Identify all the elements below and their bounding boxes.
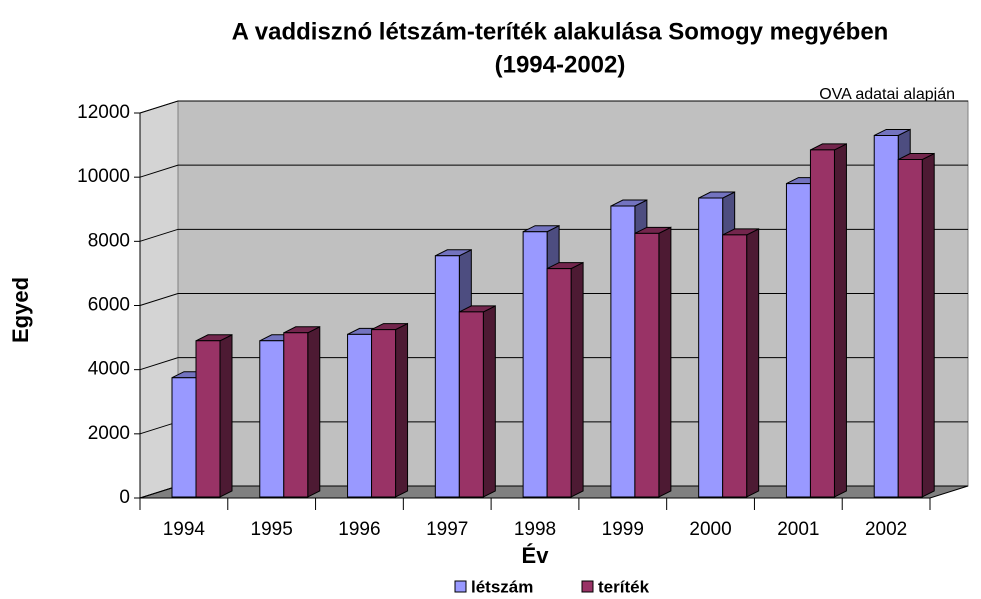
bar bbox=[283, 325, 321, 498]
bar bbox=[722, 228, 760, 498]
bar bbox=[546, 261, 584, 498]
legend-label: létszám bbox=[471, 577, 533, 596]
x-tick-label: 1995 bbox=[251, 519, 293, 540]
bar-front bbox=[897, 159, 923, 498]
bar-front bbox=[347, 333, 373, 498]
x-tick-label: 1999 bbox=[602, 519, 644, 540]
x-axis-label: Év bbox=[522, 543, 550, 568]
bar-front bbox=[434, 255, 460, 498]
bar-front bbox=[522, 231, 548, 498]
bar-front bbox=[634, 232, 660, 498]
bar bbox=[458, 305, 496, 498]
bar-front bbox=[371, 329, 397, 498]
bar-side bbox=[833, 143, 847, 498]
y-axis-label: Egyed bbox=[8, 277, 33, 343]
legend-swatch bbox=[454, 580, 467, 593]
bar-side bbox=[658, 226, 672, 498]
y-tick-label: 2000 bbox=[88, 423, 130, 444]
subtitle: OVA adatai alapján bbox=[819, 86, 955, 103]
bar bbox=[634, 226, 672, 498]
bar bbox=[897, 152, 935, 498]
bar-front bbox=[546, 268, 572, 498]
bar-front bbox=[259, 340, 285, 498]
x-tick-label: 1997 bbox=[426, 519, 468, 540]
bar-side bbox=[746, 228, 760, 498]
bar-side bbox=[570, 261, 584, 498]
x-tick-label: 1994 bbox=[163, 519, 206, 540]
bar-side bbox=[921, 152, 935, 498]
x-tick-label: 1998 bbox=[514, 519, 556, 540]
bar-front bbox=[458, 311, 484, 498]
y-tick-label: 8000 bbox=[88, 230, 130, 251]
bar-side bbox=[219, 333, 233, 498]
bar-front bbox=[195, 340, 221, 498]
chart-title: A vaddisznó létszám-teríték alakulása So… bbox=[232, 18, 889, 45]
bar-front bbox=[873, 134, 899, 498]
bar-front bbox=[698, 197, 724, 498]
x-tick-label: 1996 bbox=[338, 519, 380, 540]
x-tick-label: 2002 bbox=[865, 519, 907, 540]
legend-swatch bbox=[581, 580, 594, 593]
bar-front bbox=[171, 377, 197, 498]
bar-front bbox=[809, 149, 835, 498]
bar-side bbox=[482, 305, 496, 498]
y-tick-label: 12000 bbox=[77, 102, 130, 123]
y-tick-label: 6000 bbox=[88, 295, 130, 316]
y-tick-label: 0 bbox=[119, 487, 130, 508]
bar bbox=[371, 322, 409, 498]
bar-front bbox=[785, 183, 811, 498]
bar-side bbox=[395, 322, 409, 498]
legend-label: teríték bbox=[598, 577, 650, 596]
y-tick-label: 10000 bbox=[77, 166, 130, 187]
bar bbox=[195, 333, 233, 498]
bar-front bbox=[610, 205, 636, 498]
grid-line bbox=[139, 100, 968, 114]
bar-front bbox=[283, 332, 309, 498]
bar bbox=[809, 143, 847, 498]
bar-front bbox=[722, 234, 748, 498]
chart-title: (1994-2002) bbox=[495, 51, 626, 78]
x-tick-label: 2000 bbox=[689, 519, 731, 540]
bar-side bbox=[307, 325, 321, 498]
x-tick-label: 2001 bbox=[777, 519, 819, 540]
y-tick-label: 4000 bbox=[88, 359, 130, 380]
grid-line bbox=[139, 164, 968, 178]
